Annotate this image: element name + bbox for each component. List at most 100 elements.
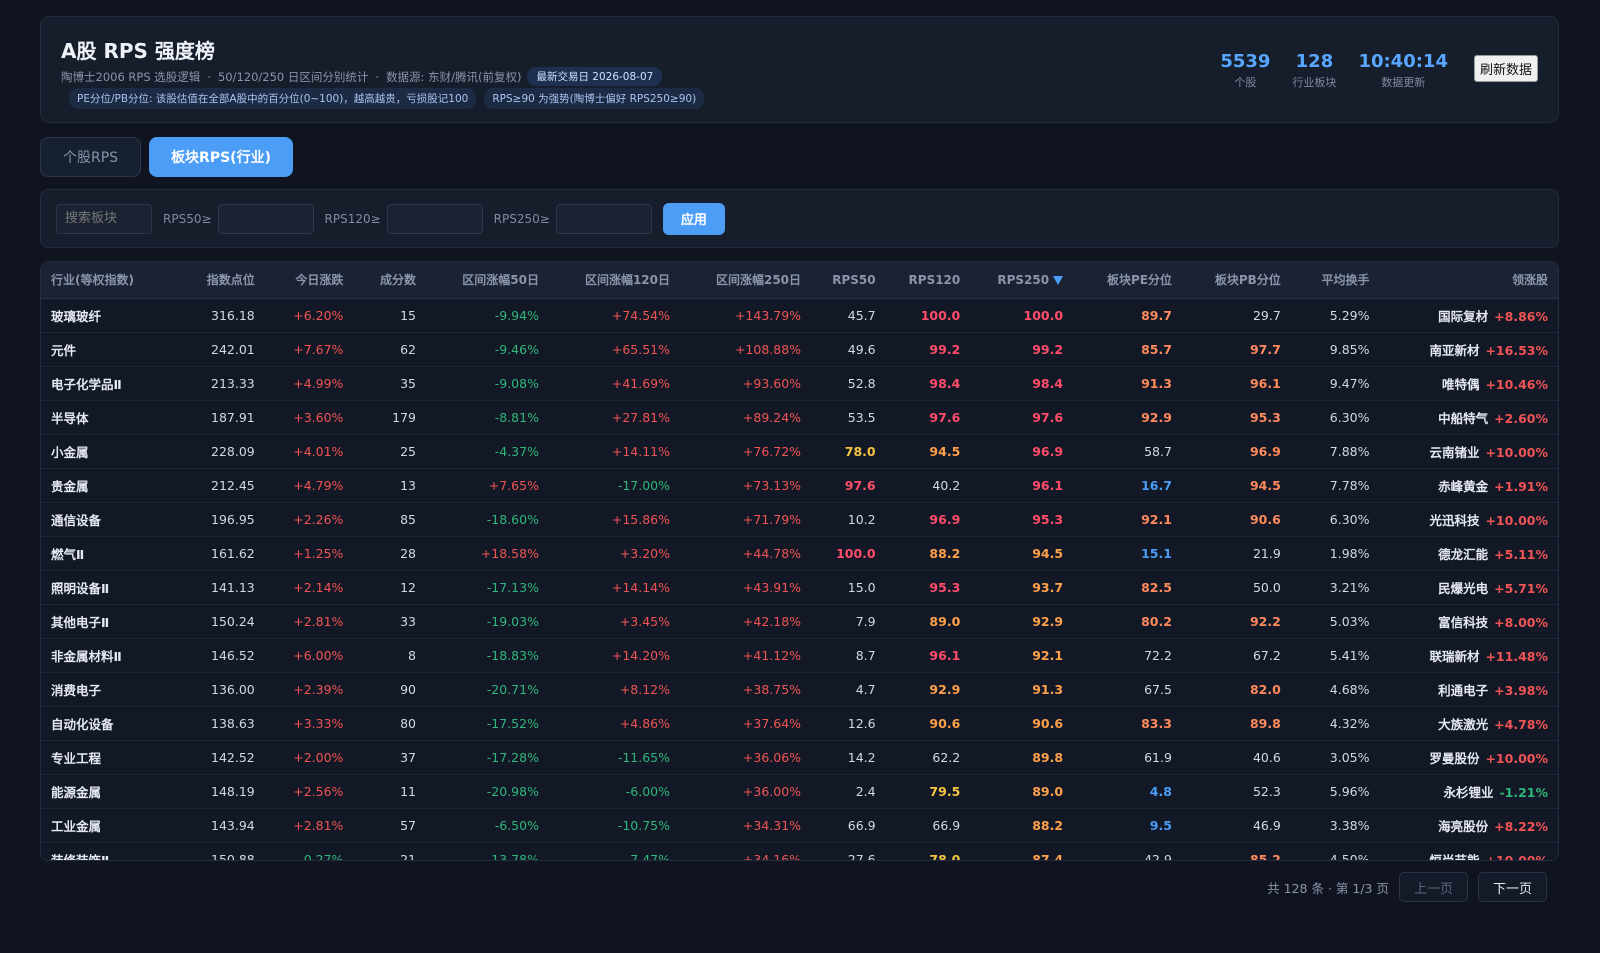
cell-rps250: 96.1 — [1032, 477, 1064, 493]
table-row[interactable]: 装修装饰Ⅱ 150.88 -0.27% 21 -13.78% -7.47% +34.16% 2… — [41, 842, 1558, 861]
leader-stock-name[interactable]: 民爆光电 — [1438, 580, 1489, 596]
col-header-rps120[interactable]: RPS120 — [885, 262, 971, 299]
leader-stock-change: +2.60% — [1494, 410, 1548, 426]
next-page-button[interactable]: 下一页 — [1477, 872, 1547, 902]
table-row[interactable]: 专业工程 142.52 +2.00% 37 -17.28% -11.65% +36.06% 1… — [41, 740, 1558, 774]
leader-stock-name[interactable]: 中船特气 — [1438, 410, 1489, 426]
leader-stock-name[interactable]: 利通电子 — [1438, 682, 1489, 698]
col-header-turnover[interactable]: 平均换手 — [1290, 262, 1380, 299]
cell-turnover: 4.68% — [1329, 681, 1370, 697]
col-header-gain250[interactable]: 区间涨幅250日 — [680, 262, 812, 299]
cell-pe-pct: 85.7 — [1141, 341, 1172, 357]
cell-pb-pct: 29.7 — [1252, 307, 1281, 323]
table-row[interactable]: 燃气Ⅱ 161.62 +1.25% 28 +18.58% +3.20% +44.78% 100… — [41, 536, 1558, 570]
cell-pb-pct: 96.9 — [1249, 443, 1281, 459]
leader-stock-name[interactable]: 海亮股份 — [1438, 818, 1489, 834]
tab-sector-rps[interactable]: 板块RPS(行业) — [149, 137, 293, 177]
table-row[interactable]: 玻璃玻纤 316.18 +6.20% 15 -9.94% +74.54% +143.79% 4… — [41, 298, 1558, 332]
col-header-constituents[interactable]: 成分数 — [353, 262, 426, 299]
leader-stock-name[interactable]: 富信科技 — [1438, 614, 1489, 630]
leader-stock-name[interactable]: 赤峰黄金 — [1438, 478, 1489, 494]
table-row[interactable]: 贵金属 212.45 +4.79% 13 +7.65% -17.00% +73.13% 97.… — [41, 468, 1558, 502]
cell-index: 187.91 — [211, 409, 255, 425]
cell-turnover: 3.38% — [1329, 817, 1370, 833]
table-row[interactable]: 非金属材料Ⅱ 146.52 +6.00% 8 -18.83% +14.20% +41.12%… — [41, 638, 1558, 672]
cell-gain120: +41.69% — [611, 375, 670, 391]
cell-rps50: 12.6 — [847, 715, 876, 731]
col-header-gain50[interactable]: 区间涨幅50日 — [426, 262, 549, 299]
cell-constituents: 57 — [400, 817, 416, 833]
table-row[interactable]: 小金属 228.09 +4.01% 25 -4.37% +14.11% +76.72% 78.… — [41, 434, 1558, 468]
cell-gain50: -9.08% — [494, 375, 539, 391]
rps50-filter-input[interactable] — [217, 203, 314, 234]
col-header-index[interactable]: 指数点位 — [174, 262, 265, 299]
leader-stock-name[interactable]: 恒尚节能 — [1429, 852, 1480, 861]
refresh-button[interactable]: 刷新数据 — [1473, 55, 1538, 82]
rps120-filter-input[interactable] — [386, 203, 483, 234]
table-row[interactable]: 半导体 187.91 +3.60% 179 -8.81% +27.81% +89.24% 53… — [41, 400, 1558, 434]
cell-rps120: 98.4 — [929, 375, 961, 391]
cell-leader: 利通电子 +3.98% — [1379, 672, 1558, 706]
cell-gain50: -18.83% — [486, 647, 539, 663]
cell-index: 316.18 — [211, 307, 255, 323]
cell-sector: 玻璃玻纤 — [51, 308, 102, 324]
cell-pb-pct: 94.5 — [1249, 477, 1281, 493]
cell-gain250: +41.12% — [742, 647, 802, 663]
subtitle: 陶博士2006 RPS 选股逻辑 · 50/120/250 日区间分别统计 · … — [61, 67, 663, 86]
col-header-today-change[interactable]: 今日涨跌 — [264, 262, 354, 299]
leader-stock-name[interactable]: 唯特偶 — [1441, 376, 1480, 392]
col-header-sector[interactable]: 行业(等权指数) — [41, 262, 175, 299]
cell-today-change: +2.81% — [293, 817, 344, 833]
table-row[interactable]: 照明设备Ⅱ 141.13 +2.14% 12 -17.13% +14.14% +43.91%… — [41, 570, 1558, 604]
cell-leader: 富信科技 +8.00% — [1379, 604, 1558, 638]
cell-constituents: 21 — [400, 851, 416, 861]
leader-stock-change: +10.00% — [1485, 852, 1548, 861]
leader-stock-name[interactable]: 永杉锂业 — [1443, 784, 1494, 800]
cell-gain250: +36.06% — [742, 749, 802, 765]
cell-pb-pct: 46.9 — [1252, 817, 1281, 833]
cell-turnover: 1.98% — [1329, 545, 1370, 561]
leader-stock-name[interactable]: 罗曼股份 — [1429, 750, 1480, 766]
leader-stock-name[interactable]: 德龙汇能 — [1438, 546, 1489, 562]
cell-constituents: 37 — [400, 749, 416, 765]
cell-rps120: 78.0 — [929, 851, 961, 861]
table-row[interactable]: 其他电子Ⅱ 150.24 +2.81% 33 -19.03% +3.45% +42.18% 7… — [41, 604, 1558, 638]
tab-stock-rps[interactable]: 个股RPS — [40, 137, 142, 177]
cell-rps250: 89.0 — [1032, 783, 1064, 799]
cell-leader: 云南锗业 +10.00% — [1379, 434, 1558, 468]
cell-pe-pct: 91.3 — [1141, 375, 1172, 391]
leader-stock-name[interactable]: 云南锗业 — [1429, 444, 1480, 460]
leader-stock-name[interactable]: 国际复材 — [1438, 308, 1489, 324]
table-row[interactable]: 工业金属 143.94 +2.81% 57 -6.50% -10.75% +34.31% 66… — [41, 808, 1558, 842]
cell-gain120: +3.45% — [619, 613, 670, 629]
table-row[interactable]: 通信设备 196.95 +2.26% 85 -18.60% +15.86% +71.79% 1… — [41, 502, 1558, 536]
col-header-rps250[interactable]: RPS250 — [970, 262, 1074, 299]
notes: PE分位/PB分位: 该股估值在全部A股中的百分位(0~100)，越高越贵，亏损… — [69, 88, 705, 109]
col-header-gain120[interactable]: 区间涨幅120日 — [548, 262, 680, 299]
leader-stock-name[interactable]: 联瑞新材 — [1429, 648, 1480, 664]
prev-page-button[interactable]: 上一页 — [1398, 872, 1468, 902]
cell-rps50: 8.7 — [855, 647, 876, 663]
cell-gain250: +38.75% — [742, 681, 802, 697]
sector-search-input[interactable] — [56, 203, 152, 234]
col-header-leader[interactable]: 领涨股 — [1379, 262, 1558, 299]
cell-constituents: 28 — [400, 545, 416, 561]
col-header-pe-pct[interactable]: 板块PE分位 — [1073, 262, 1182, 299]
leader-stock-change: +4.78% — [1494, 716, 1548, 732]
rps50-filter-label: RPS50≥ — [163, 211, 212, 226]
rps250-filter-input[interactable] — [555, 203, 652, 234]
leader-stock-name[interactable]: 南亚新材 — [1429, 342, 1480, 358]
apply-button[interactable]: 应用 — [662, 202, 725, 235]
cell-rps250: 100.0 — [1023, 307, 1064, 323]
table-row[interactable]: 电子化学品Ⅱ 213.33 +4.99% 35 -9.08% +41.69% +93.60%… — [41, 366, 1558, 400]
table-row[interactable]: 元件 242.01 +7.67% 62 -9.46% +65.51% +108.88% 49.… — [41, 332, 1558, 366]
table-row[interactable]: 消费电子 136.00 +2.39% 90 -20.71% +8.12% +38.75% 4.… — [41, 672, 1558, 706]
table-row[interactable]: 能源金属 148.19 +2.56% 11 -20.98% -6.00% +36.00% 2.… — [41, 774, 1558, 808]
stat-sectors-value: 128 — [1295, 51, 1334, 72]
cell-today-change: +2.26% — [293, 511, 344, 527]
col-header-pb-pct[interactable]: 板块PB分位 — [1181, 262, 1291, 299]
leader-stock-name[interactable]: 光迅科技 — [1429, 512, 1480, 528]
col-header-rps50[interactable]: RPS50 — [811, 262, 886, 299]
table-row[interactable]: 自动化设备 138.63 +3.33% 80 -17.52% +4.86% +37.64% 1… — [41, 706, 1558, 740]
leader-stock-name[interactable]: 大族激光 — [1438, 716, 1489, 732]
